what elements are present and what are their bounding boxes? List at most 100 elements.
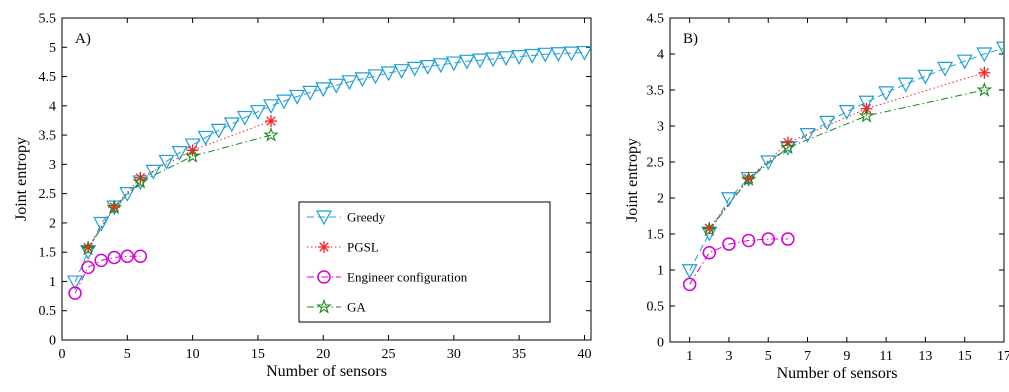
series-markers-engineer-configuration	[68, 249, 148, 300]
x-tick-label: 25	[382, 347, 396, 362]
y-tick-label: 1.5	[39, 246, 57, 261]
marker-point	[563, 46, 580, 62]
y-tick-label: 3.5	[39, 129, 57, 144]
marker-point	[760, 155, 777, 171]
marker-point	[741, 233, 756, 248]
marker-point	[223, 117, 240, 133]
marker-point	[133, 249, 148, 264]
series-markers-greedy	[681, 41, 1004, 279]
marker-point	[976, 81, 993, 97]
marker-point	[82, 241, 95, 254]
series-line-engineer-configuration	[689, 238, 788, 285]
series-markers-pgsl	[703, 66, 991, 235]
y-tick-label: 0.5	[647, 300, 665, 315]
y-tick-label: 1	[49, 275, 56, 290]
marker-point	[703, 222, 716, 235]
marker-point	[995, 41, 1004, 57]
marker-point	[328, 78, 345, 94]
series-line-pgsl	[87, 120, 272, 248]
panel-label: A)	[75, 31, 91, 47]
marker-point	[119, 187, 136, 202]
marker-point	[197, 130, 214, 146]
x-tick-label: 13	[918, 349, 932, 364]
y-tick-label: 4	[49, 99, 56, 114]
marker-point	[550, 47, 567, 62]
marker-point	[858, 107, 875, 123]
marker-point	[315, 210, 333, 226]
marker-point	[917, 69, 934, 85]
x-tick-label: 35	[512, 347, 526, 362]
marker-point	[315, 82, 332, 98]
marker-point	[432, 58, 449, 74]
y-tick-label: 1	[657, 264, 664, 279]
marker-point	[406, 61, 423, 77]
marker-point	[976, 47, 993, 63]
x-tick-label: 9	[843, 349, 850, 364]
marker-point	[702, 245, 717, 260]
marker-point	[210, 123, 227, 139]
y-tick-label: 5.5	[39, 12, 57, 27]
marker-point	[184, 147, 201, 163]
marker-point	[249, 105, 266, 120]
x-axis-label: Number of sensors	[777, 365, 898, 382]
legend-item: GA	[307, 298, 366, 315]
plot-area	[681, 41, 1004, 292]
marker-point	[94, 253, 108, 268]
marker-point	[120, 249, 135, 264]
y-tick-label: 2.5	[39, 187, 57, 202]
marker-point	[380, 66, 397, 82]
marker-point	[107, 250, 121, 265]
marker-point	[682, 277, 697, 292]
y-tick-label: 0	[657, 336, 664, 351]
legend-item: Greedy	[307, 210, 386, 226]
series-line-greedy	[689, 47, 1004, 271]
legend-label: Greedy	[347, 210, 386, 225]
marker-point	[878, 86, 895, 102]
y-tick-label: 2	[49, 216, 56, 231]
marker-point	[722, 237, 736, 251]
series-markers-ga	[80, 126, 279, 256]
marker-point	[108, 201, 121, 214]
marker-point	[498, 51, 515, 67]
x-tick-label: 11	[879, 349, 892, 364]
x-tick-label: 15	[958, 349, 972, 364]
y-tick-label: 0.5	[39, 304, 57, 319]
x-tick-label: 1	[686, 349, 693, 364]
marker-point	[263, 126, 279, 142]
marker-point	[317, 270, 331, 284]
x-tick-label: 20	[316, 347, 330, 362]
marker-point	[576, 45, 591, 61]
marker-point	[471, 53, 488, 69]
y-tick-label: 2	[657, 192, 664, 207]
marker-point	[897, 77, 914, 93]
marker-point	[956, 54, 973, 70]
marker-point	[68, 286, 82, 300]
marker-point	[289, 89, 306, 105]
axes-box	[61, 17, 592, 341]
marker-point	[720, 192, 737, 207]
marker-point	[524, 48, 541, 64]
legend-label: Engineer configuration	[347, 270, 468, 285]
marker-point	[838, 104, 855, 120]
chart-panel-b: 00.511.522.533.544.51 3 5 7 9 11 13 15 17Number …	[624, 12, 1009, 383]
marker-point	[740, 171, 757, 186]
marker-point	[106, 199, 122, 215]
y-tick-label: 2.5	[647, 156, 665, 171]
x-tick-label: 3	[725, 349, 732, 364]
marker-point	[354, 72, 371, 88]
marker-point	[171, 146, 188, 161]
x-tick-label: 5	[124, 347, 131, 362]
marker-point	[318, 241, 330, 253]
y-tick-label: 3	[657, 120, 664, 135]
marker-point	[67, 275, 84, 291]
y-axis-label: Joint entropy	[624, 138, 641, 222]
x-axis-label: Number of sensors	[266, 363, 387, 380]
marker-point	[145, 164, 162, 180]
legend-box	[298, 201, 551, 323]
y-tick-label: 3	[49, 158, 56, 173]
x-tick-label: 15	[251, 347, 265, 362]
marker-point	[781, 232, 795, 246]
marker-point	[93, 216, 110, 232]
x-tick-label: 5	[765, 349, 772, 364]
